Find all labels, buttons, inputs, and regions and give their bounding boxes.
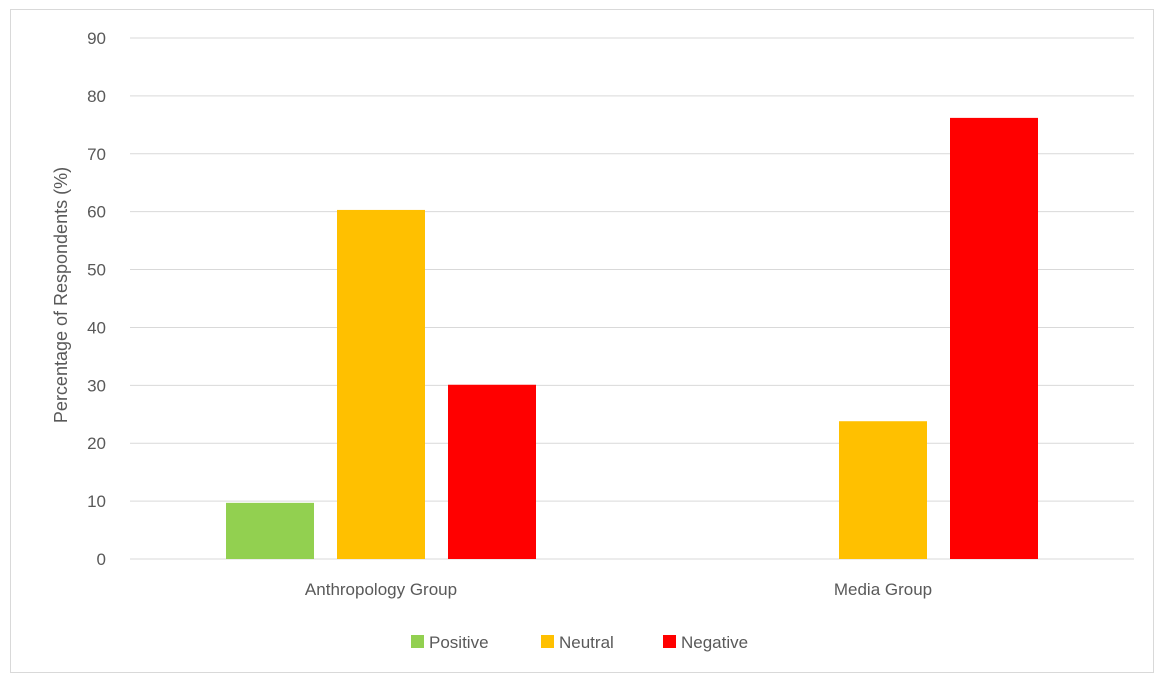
y-tick-label: 0 xyxy=(97,550,106,569)
bars xyxy=(226,117,1038,560)
y-tick-label: 60 xyxy=(87,203,106,222)
legend-label-positive: Positive xyxy=(429,633,489,652)
legend-label-negative: Negative xyxy=(681,633,748,652)
legend-swatch-negative xyxy=(663,635,676,648)
y-tick-label: 90 xyxy=(87,29,106,48)
y-tick-label: 20 xyxy=(87,434,106,453)
bar-negative-media xyxy=(950,117,1038,560)
y-tick-label: 70 xyxy=(87,145,106,164)
legend-swatch-neutral xyxy=(541,635,554,648)
y-axis-ticks: 0 10 20 30 40 50 60 70 80 90 xyxy=(87,29,106,569)
legend-label-neutral: Neutral xyxy=(559,633,614,652)
bar-neutral-anthropology xyxy=(337,209,425,559)
y-tick-label: 40 xyxy=(87,318,106,337)
bar-negative-anthropology xyxy=(448,384,536,559)
y-axis-title: Percentage of Respondents (%) xyxy=(51,167,71,423)
bar-neutral-media xyxy=(839,421,927,559)
x-category-label: Anthropology Group xyxy=(305,580,457,599)
x-category-label: Media Group xyxy=(834,580,932,599)
y-tick-label: 80 xyxy=(87,87,106,106)
bar-positive-anthropology xyxy=(226,502,314,559)
legend-swatch-positive xyxy=(411,635,424,648)
y-tick-label: 50 xyxy=(87,261,106,280)
y-tick-label: 10 xyxy=(87,492,106,511)
y-tick-label: 30 xyxy=(87,376,106,395)
x-axis-categories: Anthropology Group Media Group xyxy=(305,580,932,599)
legend: Positive Neutral Negative xyxy=(411,633,748,652)
